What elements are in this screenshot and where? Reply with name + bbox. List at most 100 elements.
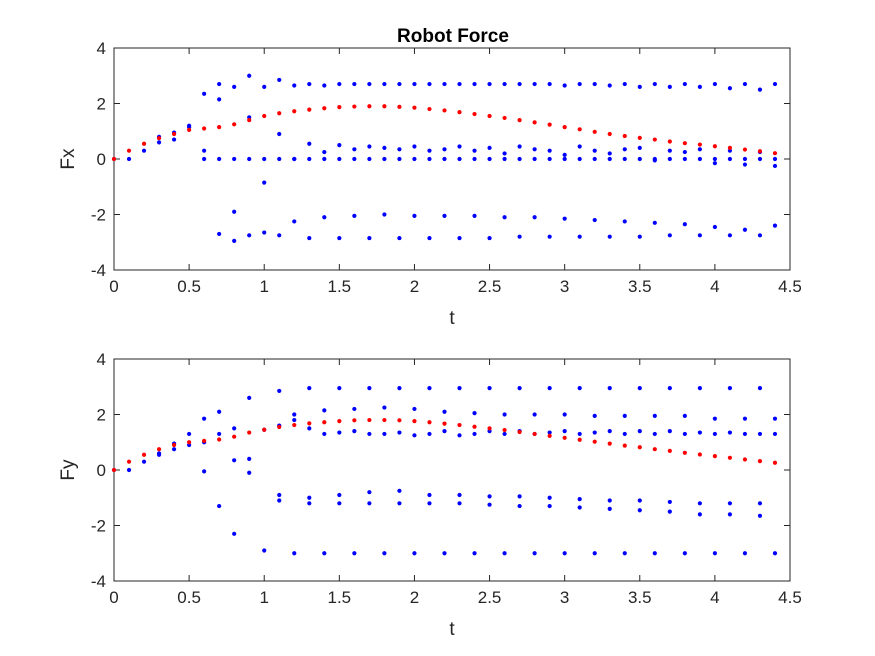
- blue-data-point: [577, 156, 582, 162]
- blue-data-point: [682, 222, 687, 227]
- y-axis-label: Fx: [58, 148, 79, 170]
- red-data-point: [457, 110, 462, 115]
- blue-data-point: [562, 83, 567, 88]
- blue-data-point: [667, 233, 672, 238]
- blue-data-point: [547, 81, 552, 87]
- blue-data-point: [217, 156, 222, 162]
- blue-data-point: [217, 503, 222, 509]
- blue-data-point: [277, 131, 282, 137]
- blue-data-point: [171, 137, 177, 142]
- blue-data-point: [712, 81, 717, 87]
- red-data-point: [156, 447, 162, 452]
- blue-data-point: [472, 213, 477, 218]
- blue-data-point: [307, 141, 312, 146]
- x-tick-label: 3.5: [628, 588, 652, 607]
- blue-data-point: [156, 140, 162, 145]
- blue-data-point: [427, 501, 432, 506]
- red-data-point: [472, 424, 477, 429]
- blue-data-point: [247, 395, 252, 400]
- blue-data-point: [577, 431, 582, 437]
- blue-data-point: [337, 492, 342, 498]
- x-tick-label: 4.5: [778, 277, 802, 296]
- blue-data-point: [547, 234, 552, 239]
- blue-data-point: [247, 233, 252, 238]
- red-data-point: [352, 104, 357, 109]
- red-data-point: [337, 105, 342, 110]
- red-data-point: [187, 440, 192, 445]
- blue-data-point: [322, 215, 327, 220]
- blue-data-point: [607, 83, 612, 88]
- blue-data-point: [697, 84, 702, 89]
- red-data-point: [472, 111, 477, 117]
- blue-data-point: [697, 501, 702, 506]
- red-data-point: [697, 452, 702, 457]
- blue-data-point: [292, 417, 297, 423]
- blue-data-point: [277, 233, 282, 238]
- blue-data-point: [427, 156, 432, 162]
- blue-data-point: [247, 156, 252, 162]
- blue-data-point: [217, 409, 222, 414]
- x-tick-label: 0.5: [177, 588, 201, 607]
- red-data-point: [427, 106, 432, 112]
- blue-data-point: [667, 386, 672, 391]
- red-data-point: [141, 141, 147, 146]
- blue-data-point: [412, 81, 417, 87]
- blue-data-point: [307, 235, 312, 241]
- red-data-point: [247, 430, 252, 435]
- blue-data-point: [607, 429, 612, 434]
- blue-data-point: [562, 156, 567, 162]
- red-data-point: [607, 441, 612, 446]
- blue-data-point: [232, 531, 237, 536]
- blue-data-point: [126, 467, 132, 473]
- blue-data-point: [577, 81, 582, 87]
- blue-data-point: [712, 431, 717, 437]
- red-data-point: [156, 136, 162, 141]
- blue-data-point: [712, 551, 717, 556]
- blue-data-point: [532, 147, 537, 152]
- blue-data-point: [637, 508, 642, 513]
- blue-data-point: [307, 426, 312, 431]
- blue-data-point: [727, 233, 733, 238]
- x-tick-label: 3: [560, 277, 569, 296]
- blue-data-point: [367, 156, 372, 162]
- x-axis-label: t: [449, 308, 455, 329]
- red-data-point: [502, 427, 507, 433]
- blue-data-point: [352, 429, 357, 434]
- blue-data-point: [171, 447, 177, 452]
- blue-data-point: [547, 430, 552, 435]
- blue-data-point: [217, 431, 222, 437]
- red-data-point: [111, 467, 117, 473]
- blue-data-point: [547, 386, 552, 391]
- red-data-point: [202, 438, 207, 443]
- blue-data-point: [637, 386, 642, 391]
- x-axis-label: t: [449, 619, 455, 640]
- red-data-point: [262, 427, 267, 432]
- blue-data-point: [247, 470, 252, 475]
- red-data-point: [532, 431, 537, 437]
- blue-data-point: [457, 433, 462, 438]
- blue-data-point: [502, 151, 507, 156]
- blue-data-point: [757, 513, 763, 518]
- red-data-point: [382, 104, 387, 109]
- red-data-point: [352, 418, 357, 423]
- blue-data-point: [352, 406, 357, 412]
- red-data-point: [667, 139, 672, 144]
- x-tick-label: 0: [109, 588, 118, 607]
- blue-data-point: [337, 81, 342, 87]
- fx-subplot: 0 0.5 1 1.5 2 2.5 3 3.5 4 4.5 -4 -2 0 2 4 t Fx: [58, 39, 802, 329]
- x-tick-label: 2.5: [478, 588, 502, 607]
- blue-data-point: [457, 501, 462, 506]
- blue-data-point: [757, 156, 763, 162]
- blue-data-point: [322, 156, 327, 162]
- x-tick-label: 3: [560, 588, 569, 607]
- blue-data-point: [697, 430, 702, 435]
- blue-data-point: [472, 156, 477, 162]
- blue-data-point: [472, 431, 477, 437]
- blue-data-point: [547, 503, 552, 509]
- blue-data-point: [397, 81, 402, 87]
- blue-data-point: [457, 81, 462, 87]
- x-tick-label: 0: [109, 277, 118, 296]
- blue-data-point: [682, 551, 687, 556]
- blue-data-point: [457, 235, 462, 241]
- blue-data-point: [682, 149, 687, 155]
